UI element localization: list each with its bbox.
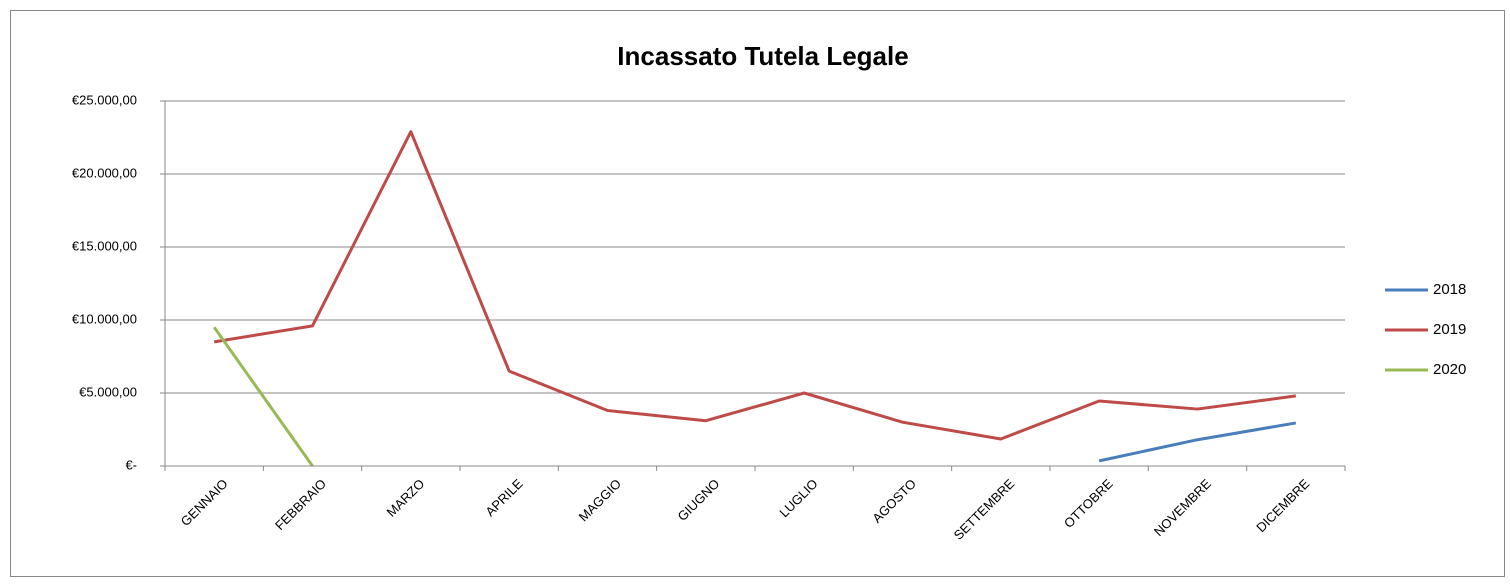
legend-label: 2018 [1433, 281, 1466, 298]
line-series [212, 326, 314, 467]
legend-label: 2019 [1433, 321, 1466, 338]
y-tick-label: €25.000,00 [72, 92, 137, 107]
y-tick-label: €5.000,00 [79, 384, 137, 399]
y-tick-label: €20.000,00 [72, 165, 137, 180]
chart-border [10, 10, 1505, 577]
y-tick-label: €15.000,00 [72, 238, 137, 253]
y-tick-label: €10.000,00 [72, 311, 137, 326]
line-series [213, 130, 1297, 441]
chart-title: Incassato Tutela Legale [617, 41, 908, 71]
y-tick-label: €- [125, 457, 137, 472]
legend-label: 2020 [1433, 361, 1466, 378]
line-series [1098, 421, 1297, 463]
